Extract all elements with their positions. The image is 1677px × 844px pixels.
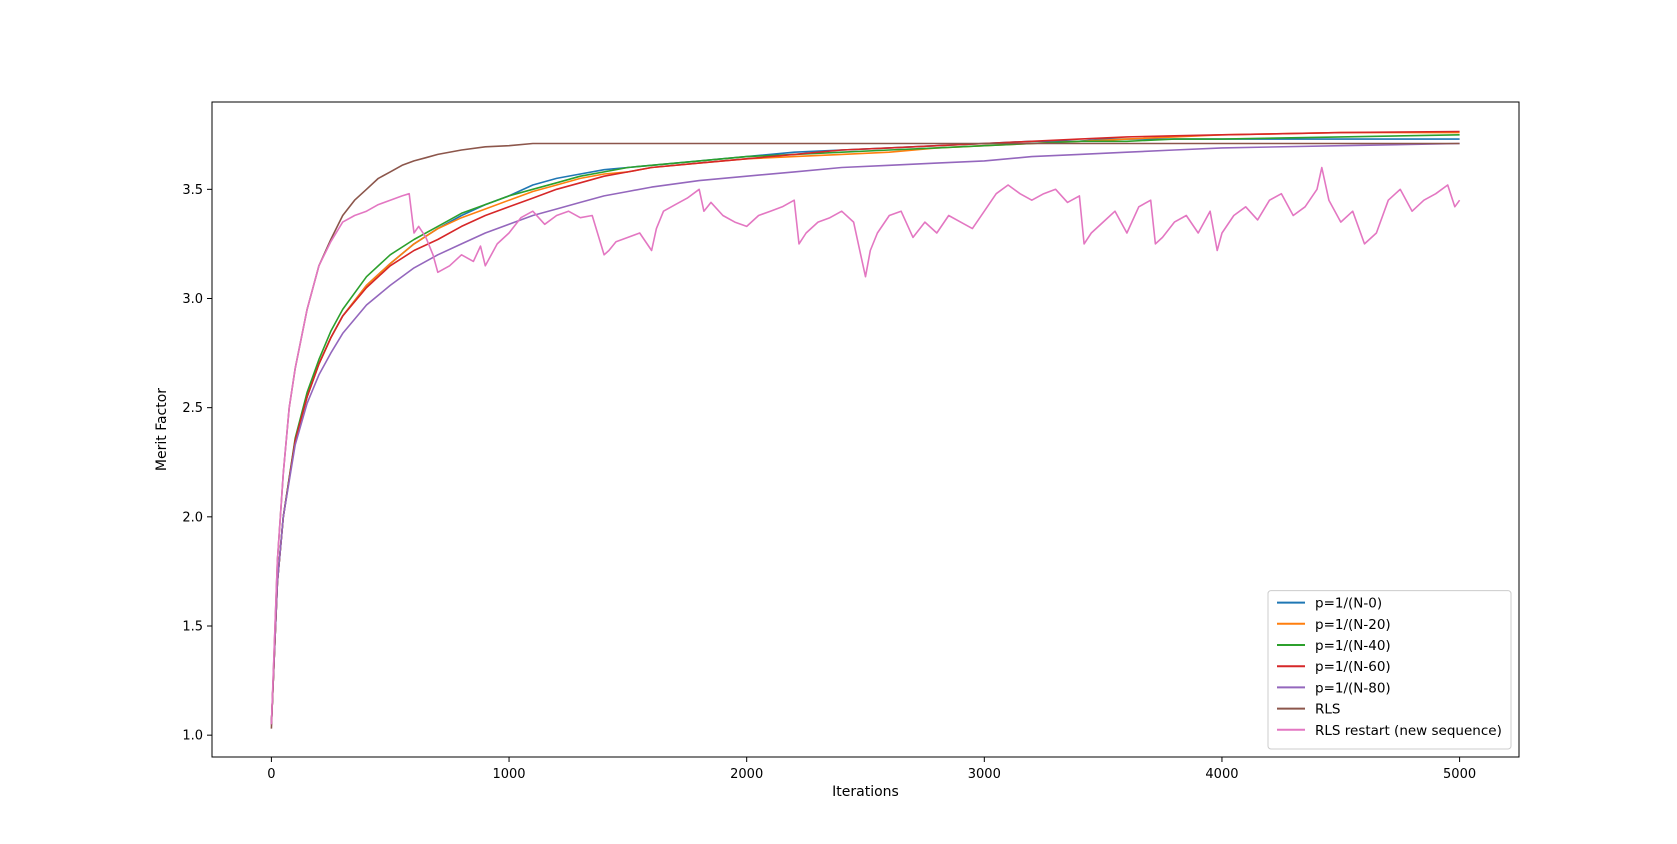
x-tick-label: 5000 [1443, 767, 1476, 782]
x-axis-label: Iterations [832, 784, 899, 800]
legend-entry-1: p=1/(N-0) [1315, 596, 1382, 612]
x-tick-label: 1000 [492, 767, 525, 782]
plot-frame [211, 101, 1520, 758]
legend-entry-2: p=1/(N-20) [1315, 617, 1391, 633]
axes: 0 1000 2000 3000 4000 5000 1.0 1.5 2.0 2.5 3.0 3.5 [182, 101, 1520, 782]
y-tick-label: 3.0 [182, 292, 203, 307]
x-tick-label: 4000 [1205, 767, 1238, 782]
y-tick-label: 1.0 [182, 729, 203, 744]
y-tick-label: 2.5 [182, 401, 203, 416]
x-tick-label: 3000 [968, 767, 1001, 782]
x-tick-label: 0 [267, 767, 275, 782]
legend-entry-3: p=1/(N-40) [1315, 638, 1391, 654]
plot-area [270, 130, 1461, 729]
series-line-7 [270, 166, 1461, 725]
legend-box [1267, 590, 1512, 750]
legend: p=1/(N-0) p=1/(N-20) p=1/(N-40) p=1/(N-60) p… [1267, 590, 1512, 750]
legend-entry-4: p=1/(N-60) [1315, 659, 1391, 675]
y-tick-label: 2.0 [182, 510, 203, 525]
legend-entry-5: p=1/(N-80) [1315, 680, 1391, 696]
x-tick-label: 2000 [730, 767, 763, 782]
series-line-5 [270, 142, 1460, 725]
y-tick-label: 1.5 [182, 620, 203, 635]
series-line-4 [270, 130, 1460, 725]
legend-entry-7: RLS restart (new sequence) [1315, 723, 1502, 739]
y-tick-label: 3.5 [182, 183, 203, 198]
legend-entry-6: RLS [1315, 702, 1340, 718]
y-axis-label: Merit Factor [154, 388, 170, 471]
